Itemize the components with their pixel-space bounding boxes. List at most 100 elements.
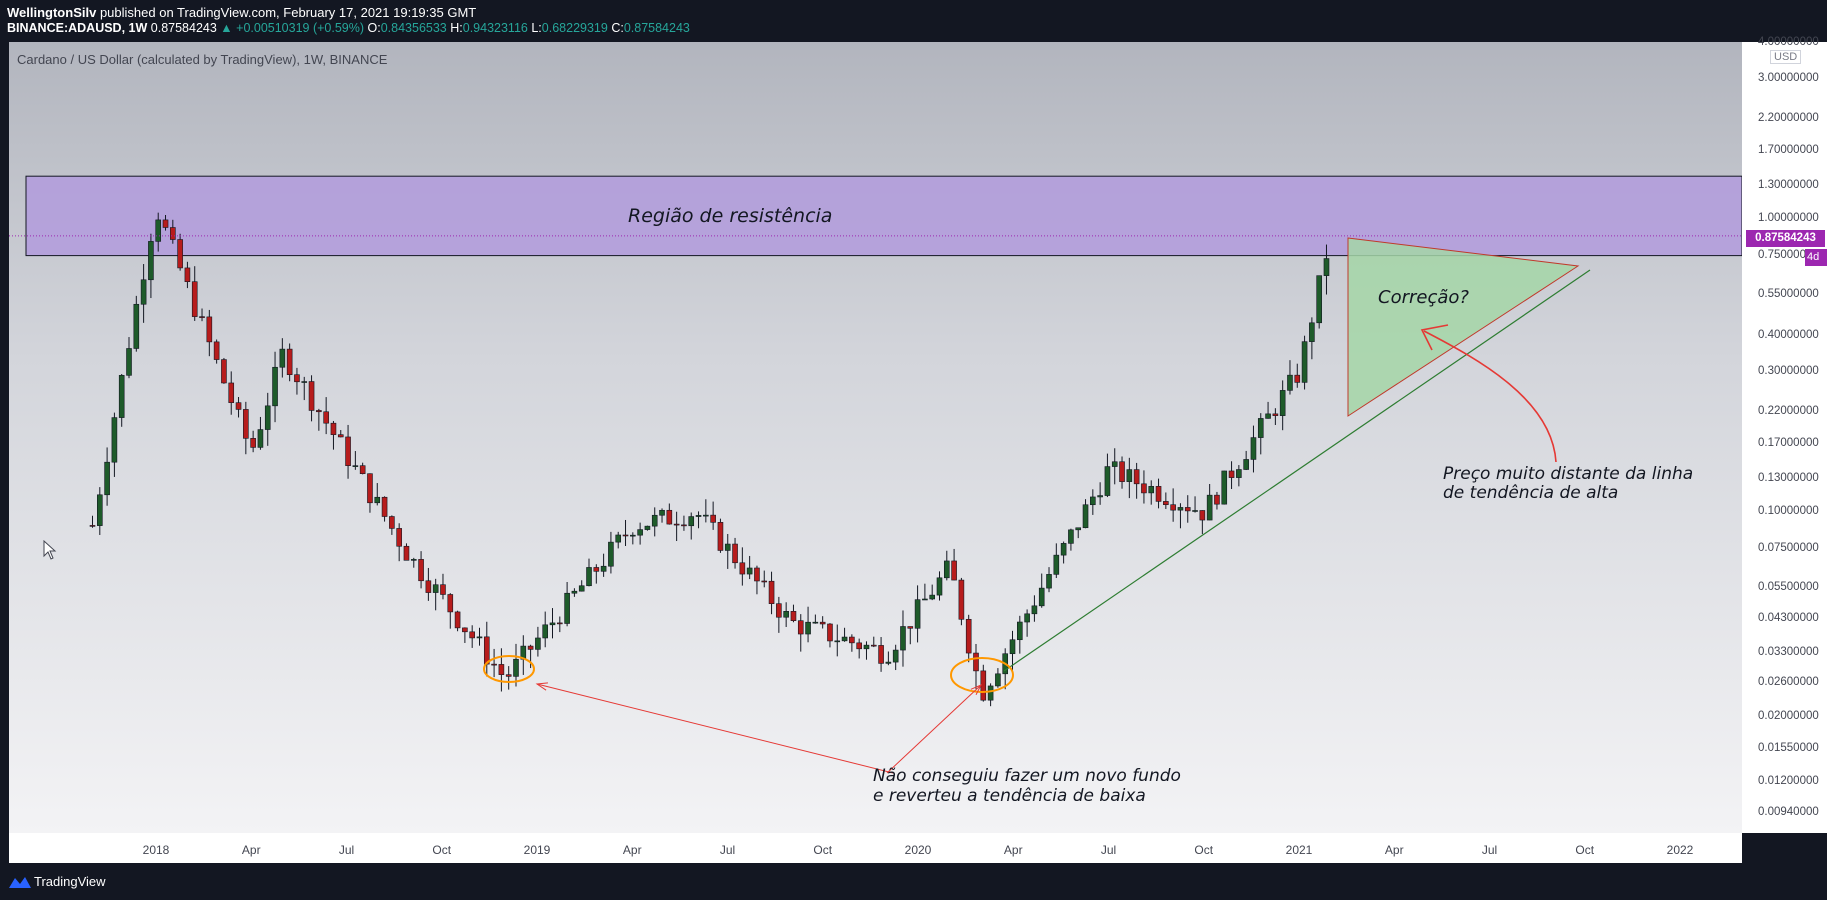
candle-body <box>644 525 651 530</box>
left-border <box>0 42 9 863</box>
candle-body <box>498 664 505 675</box>
candle-body <box>892 649 899 663</box>
candle-body <box>870 644 877 647</box>
candle-body <box>513 658 519 677</box>
price-tick-label: 1.00000000 <box>1758 212 1819 224</box>
candle-body <box>330 422 337 435</box>
price-change: ▲ +0.00510319 (+0.59%) <box>220 21 365 35</box>
candle-body <box>1214 494 1220 505</box>
candle-body <box>783 611 789 618</box>
candle-body <box>381 496 388 517</box>
candle-body <box>651 514 658 527</box>
candle-body <box>863 644 870 650</box>
candle-body <box>608 541 614 567</box>
candle-body <box>1184 507 1191 512</box>
candle-body <box>907 626 914 629</box>
candle-body <box>118 375 125 418</box>
time-tick-label: Oct <box>432 843 452 857</box>
candle-body <box>666 509 673 525</box>
price-tick-label: 0.02600000 <box>1758 676 1819 689</box>
time-tick-label: Oct <box>1575 843 1595 857</box>
price-tick-label: 0.30000000 <box>1758 365 1819 378</box>
candle-body <box>1075 527 1082 531</box>
candle-body <box>776 603 782 618</box>
time-tick-label: Jul <box>338 843 355 857</box>
candle-body <box>476 636 483 639</box>
candle-body <box>571 590 578 594</box>
candle-body <box>790 611 797 621</box>
price-tick-label: 0.04300000 <box>1758 612 1819 625</box>
footer-bar <box>0 863 1827 900</box>
arrow-to-bottom-2-head <box>970 684 983 696</box>
candle-body <box>294 374 300 383</box>
candle-body <box>447 594 454 613</box>
time-tick-label: Jul <box>719 843 736 857</box>
candle-body <box>432 584 439 593</box>
candle-body <box>1104 466 1111 496</box>
candlestick-chart[interactable] <box>9 42 1742 833</box>
candle-body <box>367 473 373 504</box>
candle-body <box>221 359 227 384</box>
candle-body <box>272 366 278 407</box>
publisher-name[interactable]: WellingtonSilv <box>7 5 97 20</box>
candle-body <box>630 534 636 537</box>
candle-body <box>673 523 680 526</box>
candle-body <box>535 637 541 650</box>
candle-body <box>586 567 592 587</box>
candle-body <box>943 560 950 579</box>
tradingview-logo-icon[interactable] <box>8 874 32 890</box>
candle-body <box>549 622 556 626</box>
candle-body <box>1017 621 1023 641</box>
published-text: published on TradingView.com, February 1… <box>99 5 477 20</box>
candle-body <box>1287 374 1293 391</box>
candle-body <box>768 580 775 604</box>
time-tick-label: Oct <box>1194 843 1214 857</box>
candle-body <box>564 592 570 624</box>
candle-body <box>995 673 1001 687</box>
price-tick-label: 0.01550000 <box>1758 742 1819 755</box>
bottom-note-line1: Não conseguiu fazer um novo fundo <box>873 766 1181 786</box>
candle-body <box>257 429 264 448</box>
time-tick-label: Apr <box>241 843 261 857</box>
resistance-label: Região de resistência <box>628 205 833 227</box>
candle-body <box>1199 510 1206 521</box>
candle-body <box>922 598 928 601</box>
brand-name[interactable]: TradingView <box>34 874 106 889</box>
candle-body <box>462 627 468 633</box>
time-tick-label: Jul <box>1100 843 1117 857</box>
open-label: O: <box>367 21 381 35</box>
price-tick-label: 3.00000000 <box>1758 72 1819 85</box>
time-tick-label: Oct <box>813 843 833 857</box>
low-label: L: <box>531 21 542 35</box>
candle-body <box>746 567 753 575</box>
price-tick-label: 0.40000000 <box>1758 328 1819 341</box>
high-label: H: <box>450 21 463 35</box>
candle-body <box>389 516 395 529</box>
candle-body <box>600 565 607 572</box>
candle-body <box>155 219 162 242</box>
candle-body <box>505 674 512 677</box>
price-tick-label: 0.01200000 <box>1758 774 1819 787</box>
time-tick-label: Apr <box>1003 843 1023 857</box>
chart-pane[interactable] <box>9 42 1742 833</box>
candle-body <box>1148 486 1155 494</box>
candle-body <box>359 465 366 474</box>
candle-body <box>177 239 183 269</box>
high-value: 0.94323116 <box>462 21 528 35</box>
candle-body <box>987 685 994 701</box>
currency-badge[interactable]: USD <box>1770 50 1802 64</box>
candle-body <box>1126 469 1133 482</box>
candle-body <box>1009 639 1016 655</box>
candle-body <box>1177 507 1184 511</box>
price-tick-label: 2.20000000 <box>1758 111 1819 124</box>
time-axis[interactable] <box>9 833 1742 863</box>
candle-body <box>717 522 724 551</box>
price-axis[interactable] <box>1742 42 1827 833</box>
candle-body <box>615 534 622 543</box>
open-value: 0.84356533 <box>380 21 447 35</box>
correction-triangle <box>1347 237 1580 417</box>
arrow-to-triangle-head <box>1420 324 1449 351</box>
arrow-to-bottom-1-head <box>535 682 548 691</box>
candle-body <box>1294 374 1301 383</box>
candle-body <box>213 341 220 360</box>
